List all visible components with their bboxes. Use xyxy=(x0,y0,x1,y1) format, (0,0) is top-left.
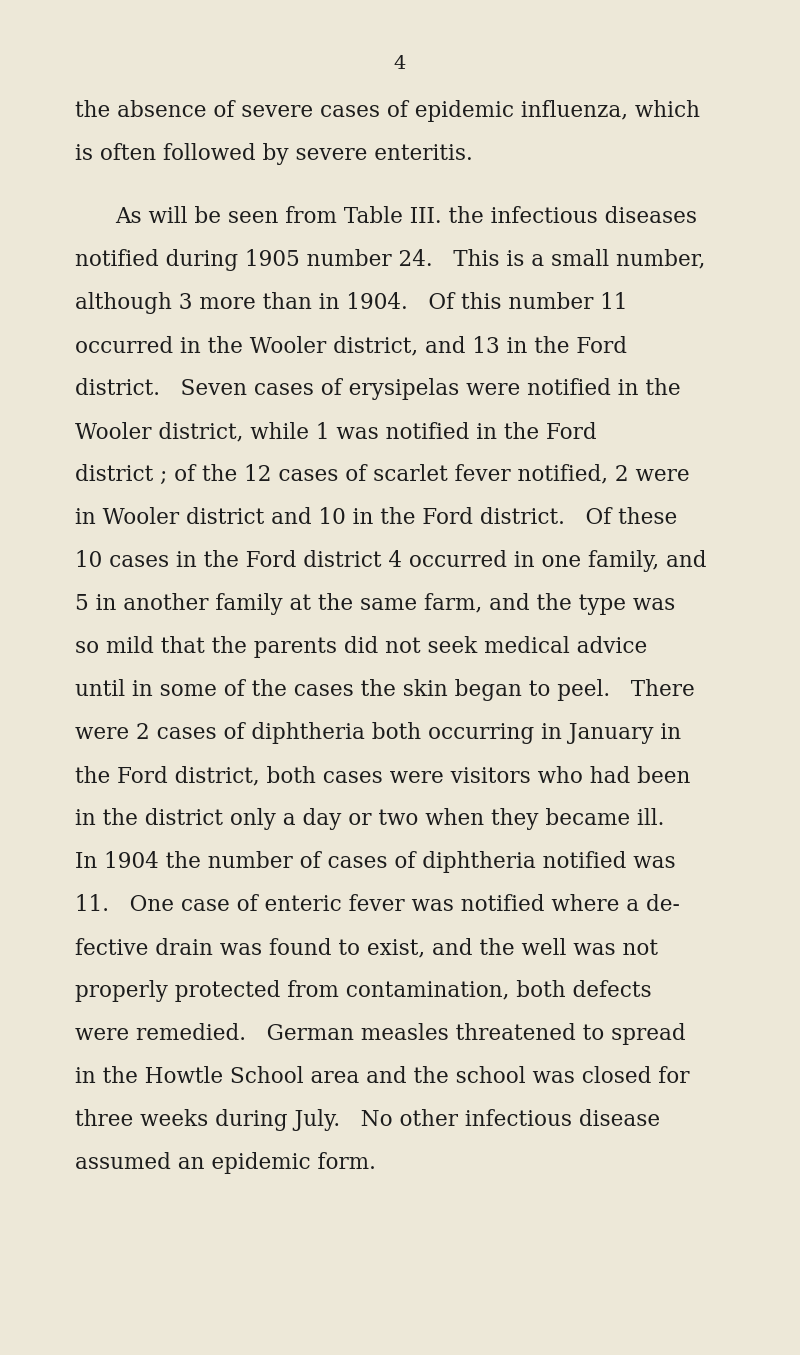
Text: fective drain was found to exist, and the well was not: fective drain was found to exist, and th… xyxy=(75,938,658,959)
Text: three weeks during July.   No other infectious disease: three weeks during July. No other infect… xyxy=(75,1108,660,1131)
Text: district ; of the 12 cases of scarlet fever notified, 2 were: district ; of the 12 cases of scarlet fe… xyxy=(75,463,690,486)
Text: notified during 1905 number 24.   This is a small number,: notified during 1905 number 24. This is … xyxy=(75,249,706,271)
Text: so mild that the parents did not seek medical advice: so mild that the parents did not seek me… xyxy=(75,635,647,659)
Text: the Ford district, both cases were visitors who had been: the Ford district, both cases were visit… xyxy=(75,766,690,787)
Text: in the Howtle School area and the school was closed for: in the Howtle School area and the school… xyxy=(75,1066,690,1088)
Text: 4: 4 xyxy=(394,56,406,73)
Text: district.   Seven cases of erysipelas were notified in the: district. Seven cases of erysipelas were… xyxy=(75,378,681,400)
Text: In 1904 the number of cases of diphtheria notified was: In 1904 the number of cases of diphtheri… xyxy=(75,851,676,873)
Text: assumed an epidemic form.: assumed an epidemic form. xyxy=(75,1152,376,1173)
Text: were remedied.   German measles threatened to spread: were remedied. German measles threatened… xyxy=(75,1023,686,1045)
Text: in the district only a day or two when they became ill.: in the district only a day or two when t… xyxy=(75,808,664,831)
Text: 5 in another family at the same farm, and the type was: 5 in another family at the same farm, an… xyxy=(75,593,675,615)
Text: 10 cases in the Ford district 4 occurred in one family, and: 10 cases in the Ford district 4 occurred… xyxy=(75,550,706,572)
Text: 11.   One case of enteric fever was notified where a de-: 11. One case of enteric fever was notifi… xyxy=(75,894,680,916)
Text: Wooler district, while 1 was notified in the Ford: Wooler district, while 1 was notified in… xyxy=(75,421,597,443)
Text: were 2 cases of diphtheria both occurring in January in: were 2 cases of diphtheria both occurrin… xyxy=(75,722,681,744)
Text: in Wooler district and 10 in the Ford district.   Of these: in Wooler district and 10 in the Ford di… xyxy=(75,507,678,528)
Text: the absence of severe cases of epidemic influenza, which: the absence of severe cases of epidemic … xyxy=(75,100,700,122)
Text: is often followed by severe enteritis.: is often followed by severe enteritis. xyxy=(75,144,473,165)
Text: properly protected from contamination, both defects: properly protected from contamination, b… xyxy=(75,980,652,1001)
Text: although 3 more than in 1904.   Of this number 11: although 3 more than in 1904. Of this nu… xyxy=(75,291,627,314)
Text: occurred in the Wooler district, and 13 in the Ford: occurred in the Wooler district, and 13 … xyxy=(75,335,627,356)
Text: until in some of the cases the skin began to peel.   There: until in some of the cases the skin bega… xyxy=(75,679,694,701)
Text: As will be seen from Table III. the infectious diseases: As will be seen from Table III. the infe… xyxy=(115,206,697,228)
